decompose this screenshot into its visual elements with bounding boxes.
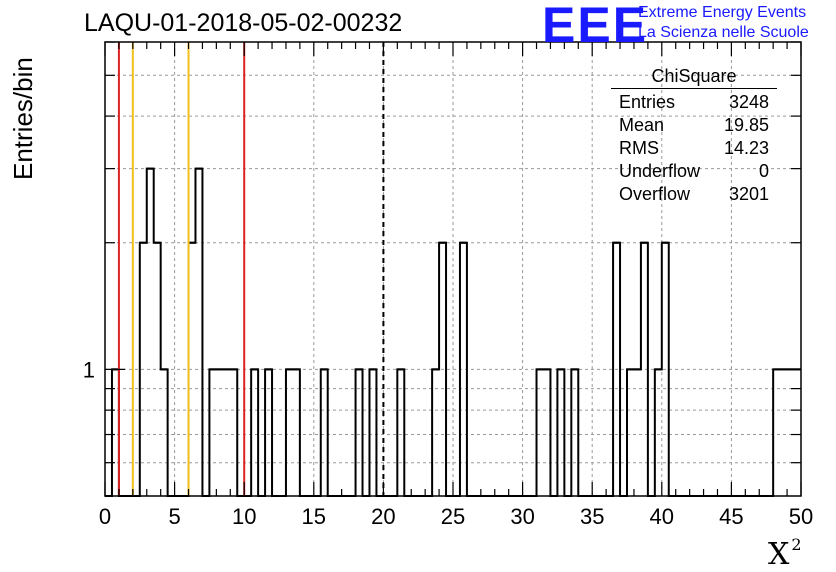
stats-label: Overflow xyxy=(619,184,691,204)
x-tick-label: 45 xyxy=(719,504,743,529)
x-tick-label: 25 xyxy=(441,504,465,529)
stats-row-entries: Entries 3248 xyxy=(611,91,777,114)
x-tick-label: 50 xyxy=(789,504,813,529)
x-axis-label-text: X xyxy=(768,537,790,572)
x-tick-label: 0 xyxy=(99,504,111,529)
stats-row-overflow: Overflow 3201 xyxy=(611,183,777,206)
chart-title: LAQU-01-2018-05-02-00232 xyxy=(84,9,403,37)
logo-caption: Extreme Energy Events La Scienza nelle S… xyxy=(638,3,809,43)
x-tick-label: 15 xyxy=(302,504,326,529)
stats-row-rms: RMS 14.23 xyxy=(611,137,777,160)
stats-value: 14.23 xyxy=(723,138,769,158)
x-axis-label-superscript: 2 xyxy=(791,535,802,554)
stats-row-underflow: Underflow 0 xyxy=(611,160,777,183)
stats-title: ChiSquare xyxy=(611,66,777,89)
stats-label: Entries xyxy=(619,92,676,112)
tick-labels: 0 5 10 15 20 25 30 35 40 45 50 1 xyxy=(83,357,813,529)
stats-row-mean: Mean 19.85 xyxy=(611,114,777,137)
stats-label: Mean xyxy=(619,115,665,135)
stats-label: RMS xyxy=(619,138,659,158)
x-tick-label: 10 xyxy=(232,504,256,529)
y-axis-label: Entries/bin xyxy=(8,57,39,180)
stats-label: Underflow xyxy=(619,161,701,181)
x-tick-label: 5 xyxy=(168,504,180,529)
eee-logo: EEE xyxy=(542,0,649,53)
y-axis-label-text: Entries/bin xyxy=(8,57,38,180)
x-tick-label: 40 xyxy=(650,504,674,529)
logo-line-2: La Scienza nelle Scuole xyxy=(638,24,809,41)
reference-lines xyxy=(117,42,385,496)
ticks xyxy=(104,41,802,496)
logo-line-1: Extreme Energy Events xyxy=(638,4,807,21)
x-tick-label: 20 xyxy=(371,504,395,529)
y-tick-label: 1 xyxy=(83,357,95,382)
stats-box: ChiSquare Entries 3248 Mean 19.85 RMS 14… xyxy=(611,66,777,206)
stats-value: 3201 xyxy=(728,184,769,204)
stats-value: 0 xyxy=(758,161,769,181)
x-tick-label: 30 xyxy=(510,504,534,529)
stats-value: 19.85 xyxy=(723,115,769,135)
x-tick-label: 35 xyxy=(580,504,604,529)
stats-value: 3248 xyxy=(728,92,769,112)
